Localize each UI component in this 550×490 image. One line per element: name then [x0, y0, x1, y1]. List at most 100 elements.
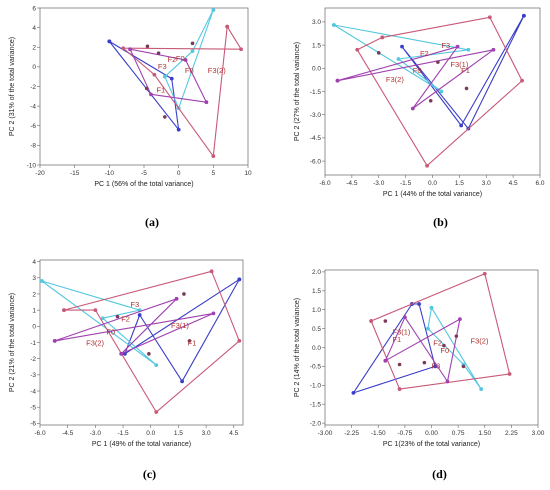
data-point: [397, 387, 402, 391]
y-axis-label: PC 2 (21% of the total variance): [9, 293, 16, 392]
data-point: [383, 358, 388, 363]
x-axis-label: PC 1 (56% of the total variance): [94, 181, 193, 188]
data-point: [144, 86, 149, 91]
sample-label: F1: [188, 339, 197, 348]
sample-label: F3(2): [208, 66, 226, 75]
data-point: [332, 23, 336, 27]
data-point: [211, 154, 216, 159]
panel-caption: (a): [145, 215, 159, 229]
data-point: [152, 72, 157, 77]
y-tick-label: 0: [32, 64, 36, 71]
y-tick-label: 1: [32, 307, 36, 314]
data-point: [211, 8, 216, 12]
sample-label: F0: [440, 346, 449, 355]
data-point: [397, 362, 402, 367]
sample-label: F3(1): [450, 60, 468, 69]
data-point: [145, 44, 150, 49]
x-tick-label: -15: [70, 170, 80, 177]
data-point: [376, 51, 381, 55]
y-tick-label: -6: [30, 421, 36, 428]
y-tick-label: 1.0: [312, 307, 321, 314]
data-point: [458, 317, 462, 322]
data-point: [107, 39, 112, 44]
data-point: [154, 410, 159, 414]
sample-label: F3(1): [171, 321, 189, 330]
y-tick-label: -1: [30, 340, 36, 347]
data-point: [119, 351, 124, 356]
y-axis-label: PC 2 (31% of the total variance): [9, 37, 16, 136]
data-point: [163, 115, 167, 119]
data-point: [396, 57, 401, 61]
x-tick-label: 0.0: [428, 180, 437, 187]
y-tick-label: 4: [32, 25, 36, 32]
data-point: [369, 319, 374, 323]
x-tick-label: 4.5: [229, 430, 238, 437]
y-tick-label: -2: [30, 356, 36, 363]
data-point: [335, 78, 340, 83]
data-point: [239, 47, 243, 52]
panel-caption: (d): [432, 467, 447, 481]
y-tick-label: -3: [30, 372, 36, 379]
panel-caption: (c): [143, 467, 156, 481]
data-point: [237, 338, 242, 343]
data-point: [455, 44, 460, 49]
data-point: [211, 311, 216, 316]
x-tick-label: 1.5: [174, 430, 183, 437]
sample-label: F0: [413, 66, 422, 75]
data-point: [442, 343, 446, 348]
data-point: [445, 379, 450, 384]
sample-label: F0: [185, 66, 194, 75]
y-tick-label: 0.0: [312, 66, 321, 73]
data-point: [426, 326, 430, 331]
x-tick-label: 3.00: [532, 430, 545, 437]
x-tick-label: -3.00: [318, 430, 333, 437]
y-tick-label: -4: [30, 388, 36, 395]
data-point: [190, 41, 195, 46]
data-point: [176, 127, 181, 132]
series-polygon-3: [356, 16, 523, 167]
data-point: [204, 100, 209, 105]
y-axis-label: PC 2 (14% of the total variance): [294, 298, 301, 397]
series-polygon-3: [63, 270, 240, 413]
data-point: [169, 76, 174, 81]
y-tick-label: -5: [30, 405, 36, 412]
sample-label: F3(1): [392, 327, 410, 336]
data-point: [487, 15, 492, 20]
chart-panel-3: -6.0 -4.5 -3.0 -1.5 0.0 1.5 3.0 4.5 -6 -5 -4 -3 -2 -1…: [9, 259, 244, 481]
series-polygon-2: [41, 280, 157, 366]
x-tick-label: 0.00: [425, 430, 438, 437]
x-axis-label: PC 1(23% of the total variance): [383, 441, 480, 448]
y-tick-label: 0.5: [312, 326, 321, 333]
data-point: [479, 387, 484, 391]
x-tick-label: 0.0: [146, 430, 155, 437]
data-point: [187, 339, 192, 343]
sample-label: F3(2): [471, 337, 489, 346]
x-tick-label: -0.75: [397, 430, 412, 437]
y-tick-label: 3.0: [312, 19, 321, 26]
x-tick-label: 0.75: [452, 430, 465, 437]
sample-label: F2: [433, 339, 442, 348]
x-tick-label: -10: [105, 170, 115, 177]
sample-label: F3: [432, 361, 441, 370]
y-tick-label: 0.0: [312, 345, 321, 352]
plot-area: [324, 269, 539, 426]
sample-label: F0: [176, 54, 185, 63]
data-point: [154, 363, 159, 368]
data-point: [209, 269, 214, 274]
x-tick-label: 0: [177, 170, 181, 177]
y-tick-label: 1.5: [312, 288, 321, 295]
y-tick-label: 0: [32, 324, 36, 331]
data-point: [466, 47, 471, 52]
data-point: [439, 89, 444, 94]
x-tick-label: 6.0: [535, 180, 544, 187]
data-point: [351, 390, 356, 395]
x-tick-label: -1.50: [371, 430, 386, 437]
sample-label: F0: [106, 327, 115, 336]
y-tick-label: 3: [32, 275, 36, 282]
y-tick-label: -8: [30, 143, 36, 150]
chart-panel-2: -6.0 -4.5 -3.0 -1.5 0.0 1.5 3.0 4.5 6.0 -6.0 -4.5 -…: [294, 7, 545, 229]
data-point: [521, 13, 526, 18]
x-tick-label: -20: [35, 170, 45, 177]
series-polygon-1: [124, 278, 240, 382]
